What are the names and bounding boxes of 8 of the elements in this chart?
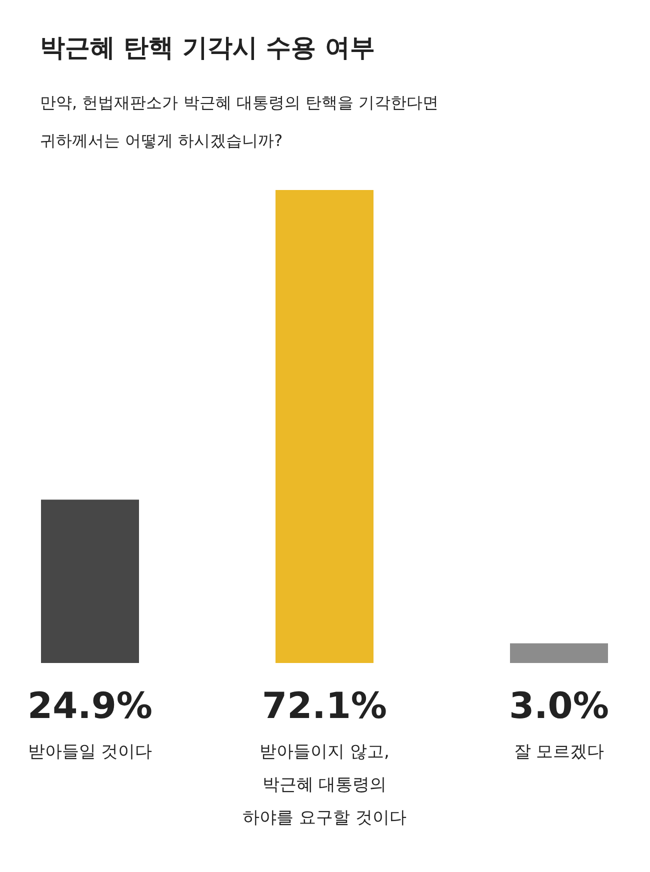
x-tick-label: 잘 모르겠다 — [514, 742, 604, 762]
x-tick-label: 받아들이지 않고, 박근혜 대통령의 하야를 요구할 것이다 — [242, 742, 406, 828]
data-label: 72.1% — [262, 686, 387, 727]
chart-subtitle: 만약, 헌법재판소가 박근혜 대통령의 탄핵을 기각한다면 귀하께서는 어떻게 하시겠습니까? — [40, 93, 439, 150]
chart-title: 박근혜 탄핵 기각시 수용 여부 — [40, 33, 375, 62]
x-tick-label: 받아들일 것이다 — [28, 742, 152, 762]
data-label: 24.9% — [28, 686, 152, 727]
data-label: 3.0% — [509, 686, 609, 727]
